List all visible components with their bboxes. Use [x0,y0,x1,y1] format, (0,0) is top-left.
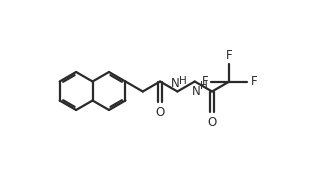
Text: N: N [171,77,180,89]
Text: F: F [202,75,208,88]
Text: H: H [200,80,208,90]
Text: O: O [155,105,165,119]
Text: N: N [192,84,201,98]
Text: F: F [226,49,233,62]
Text: H: H [179,76,186,85]
Text: F: F [250,75,257,88]
Text: O: O [207,116,217,128]
